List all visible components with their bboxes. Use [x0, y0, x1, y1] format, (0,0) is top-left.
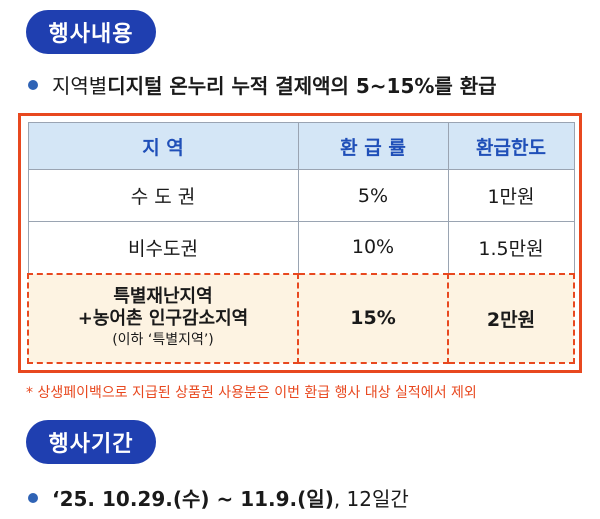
special-region-line1: 특별재난지역	[113, 286, 213, 308]
footnote: * 상생페이백으로 지급된 상품권 사용분은 이번 환급 행사 대상 실적에서 …	[26, 385, 477, 401]
bullet-icon	[28, 79, 38, 90]
row-region: 비수도권	[27, 221, 299, 274]
table-row: 수 도 권 5% 1만원	[27, 169, 575, 222]
event-period-heading-text: 행사기간	[48, 432, 134, 457]
event-period-description: ‘25. 10.29.(수) ~ 11.9.(일) , 12일간	[28, 483, 409, 512]
special-region-cell: 특별재난지역 +농어촌 인구감소지역 (이하 ‘특별지역’)	[27, 272, 299, 364]
event-content-description: 지역별 디지털 온누리 누적 결제액의 5~15%를 환급	[28, 70, 497, 99]
row-rate: 10%	[297, 221, 449, 274]
table-row: 비수도권 10% 1.5만원	[27, 221, 575, 274]
special-rate: 15%	[297, 272, 449, 364]
event-content-heading-text: 행사내용	[48, 22, 134, 47]
refund-table: 지 역 환 급 률 환급한도 수 도 권 5% 1만원 비수도권 10% 1.5…	[27, 122, 575, 364]
header-rate: 환 급 률	[297, 122, 449, 170]
row-region: 수 도 권	[27, 169, 299, 222]
period-dates: ‘25. 10.29.(수) ~ 11.9.(일)	[52, 487, 334, 511]
row-limit: 1만원	[447, 169, 575, 222]
refund-table-frame: 지 역 환 급 률 환급한도 수 도 권 5% 1만원 비수도권 10% 1.5…	[18, 113, 582, 373]
special-region-row: 특별재난지역 +농어촌 인구감소지역 (이하 ‘특별지역’) 15% 2만원	[27, 272, 575, 364]
description-prefix: 지역별	[52, 74, 108, 98]
special-limit: 2만원	[447, 272, 575, 364]
header-region: 지 역	[27, 122, 299, 170]
period-duration: , 12일간	[333, 487, 409, 511]
event-period-heading: 행사기간	[26, 420, 156, 464]
event-content-heading: 행사내용	[26, 10, 156, 54]
description-bold: 디지털 온누리 누적 결제액의 5~15%를 환급	[107, 74, 497, 98]
row-rate: 5%	[297, 169, 449, 222]
table-header-row: 지 역 환 급 률 환급한도	[27, 122, 575, 170]
row-limit: 1.5만원	[447, 221, 575, 274]
header-limit: 환급한도	[447, 122, 575, 170]
bullet-icon	[28, 492, 38, 503]
special-region-line2: +농어촌 인구감소지역	[77, 308, 249, 330]
special-region-note: (이하 ‘특별지역’)	[112, 332, 214, 349]
